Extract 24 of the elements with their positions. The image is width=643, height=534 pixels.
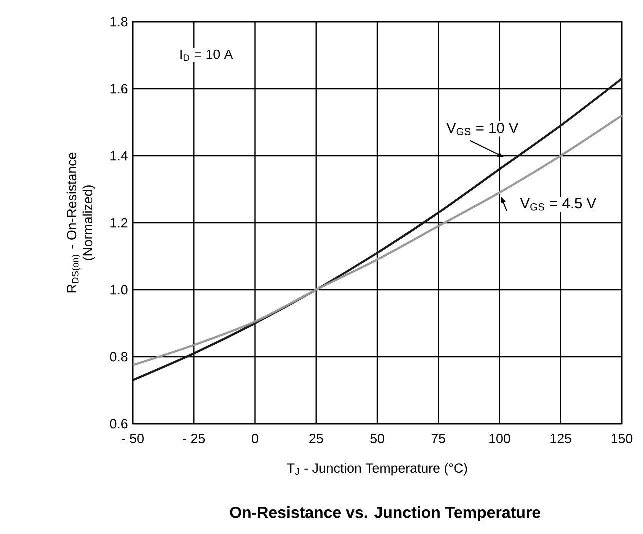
- text: On-Resistance vs. Junction Temperature: [230, 506, 541, 522]
- x-axis-title: T$_{J}$ - Junction Temperature (°C): [287, 463, 468, 476]
- x-tick-label: 125: [550, 434, 572, 444]
- annotation: I$_{D}$ = 10 A: [180, 50, 234, 62]
- x-tick-label: 25: [310, 434, 324, 444]
- line-series: [132, 114, 624, 366]
- x-tick-label: 50: [370, 434, 384, 444]
- series-label: V$_{GS}$ = 4.5 V: [520, 198, 596, 211]
- x-tick-label: - 50: [122, 434, 144, 444]
- line-series: [132, 78, 624, 382]
- y-tick-label: 1.6: [110, 84, 128, 94]
- y-tick-label: 1.8: [110, 17, 128, 27]
- y-tick-label: 0.8: [110, 352, 128, 362]
- x-tick-label: 75: [432, 434, 446, 444]
- y-tick-label: 1.4: [110, 151, 128, 161]
- y-tick-label: 1.0: [110, 285, 128, 295]
- x-tick-label: 150: [612, 434, 633, 444]
- x-tick-label: 100: [490, 434, 510, 444]
- series-label: V$_{GS}$ = 10 V: [446, 122, 519, 136]
- y-tick-label: 0.6: [110, 419, 128, 429]
- x-tick-label: - 25: [183, 434, 206, 444]
- x-tick-label: 0: [252, 434, 258, 444]
- y-tick-label: 1.2: [110, 218, 128, 228]
- y-axis-title: R$_{DS(on)}$ - On-Resistance (Normalized): [66, 152, 96, 293]
